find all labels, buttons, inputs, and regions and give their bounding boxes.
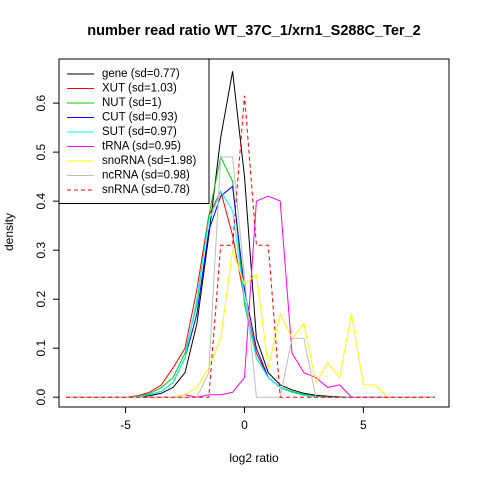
y-tick-label: 0.4 [34, 192, 48, 209]
series-line-0 [66, 71, 435, 398]
legend-label: NUT (sd=1) [102, 97, 162, 109]
legend-label: XUT (sd=1.03) [102, 83, 177, 95]
x-tick-label: -5 [120, 418, 131, 432]
x-axis: -5 0 5 [120, 406, 367, 432]
series-line-7 [66, 156, 435, 398]
legend-label: CUT (sd=0.93) [102, 112, 178, 124]
y-tick-label: 0.3 [34, 241, 48, 258]
x-tick-label: 0 [241, 418, 248, 432]
legend-label: ncRNA (sd=0.98) [102, 170, 190, 182]
series-line-8 [66, 95, 435, 398]
legend-label: snRNA (sd=0.78) [102, 184, 190, 196]
legend-label: tRNA (sd=0.95) [102, 141, 181, 153]
y-tick-label: 0.0 [34, 389, 48, 406]
series-line-5 [66, 195, 435, 398]
y-axis-label: density [2, 213, 16, 251]
series-layer [66, 71, 435, 398]
series-line-6 [66, 250, 435, 398]
y-tick-label: 0.5 [34, 143, 48, 160]
legend-label: gene (sd=0.77) [102, 68, 180, 80]
series-line-4 [66, 190, 435, 398]
x-tick-label: 5 [360, 418, 367, 432]
y-tick-label: 0.2 [34, 291, 48, 308]
legend-label: SUT (sd=0.97) [102, 126, 177, 138]
x-axis-label: log2 ratio [229, 451, 279, 465]
y-tick-label: 0.1 [34, 340, 48, 357]
legend-box [58, 58, 210, 204]
chart-title: number read ratio WT_37C_1/xrn1_S288C_Te… [87, 23, 420, 39]
y-axis: 0.0 0.1 0.2 0.3 0.4 0.5 0.6 [34, 94, 60, 406]
legend-label: snoRNA (sd=1.98) [102, 155, 196, 167]
series-line-2 [66, 155, 435, 398]
legend: gene (sd=0.77) XUT (sd=1.03) NUT (sd=1) CUT… [58, 58, 210, 204]
y-tick-label: 0.6 [34, 94, 48, 111]
